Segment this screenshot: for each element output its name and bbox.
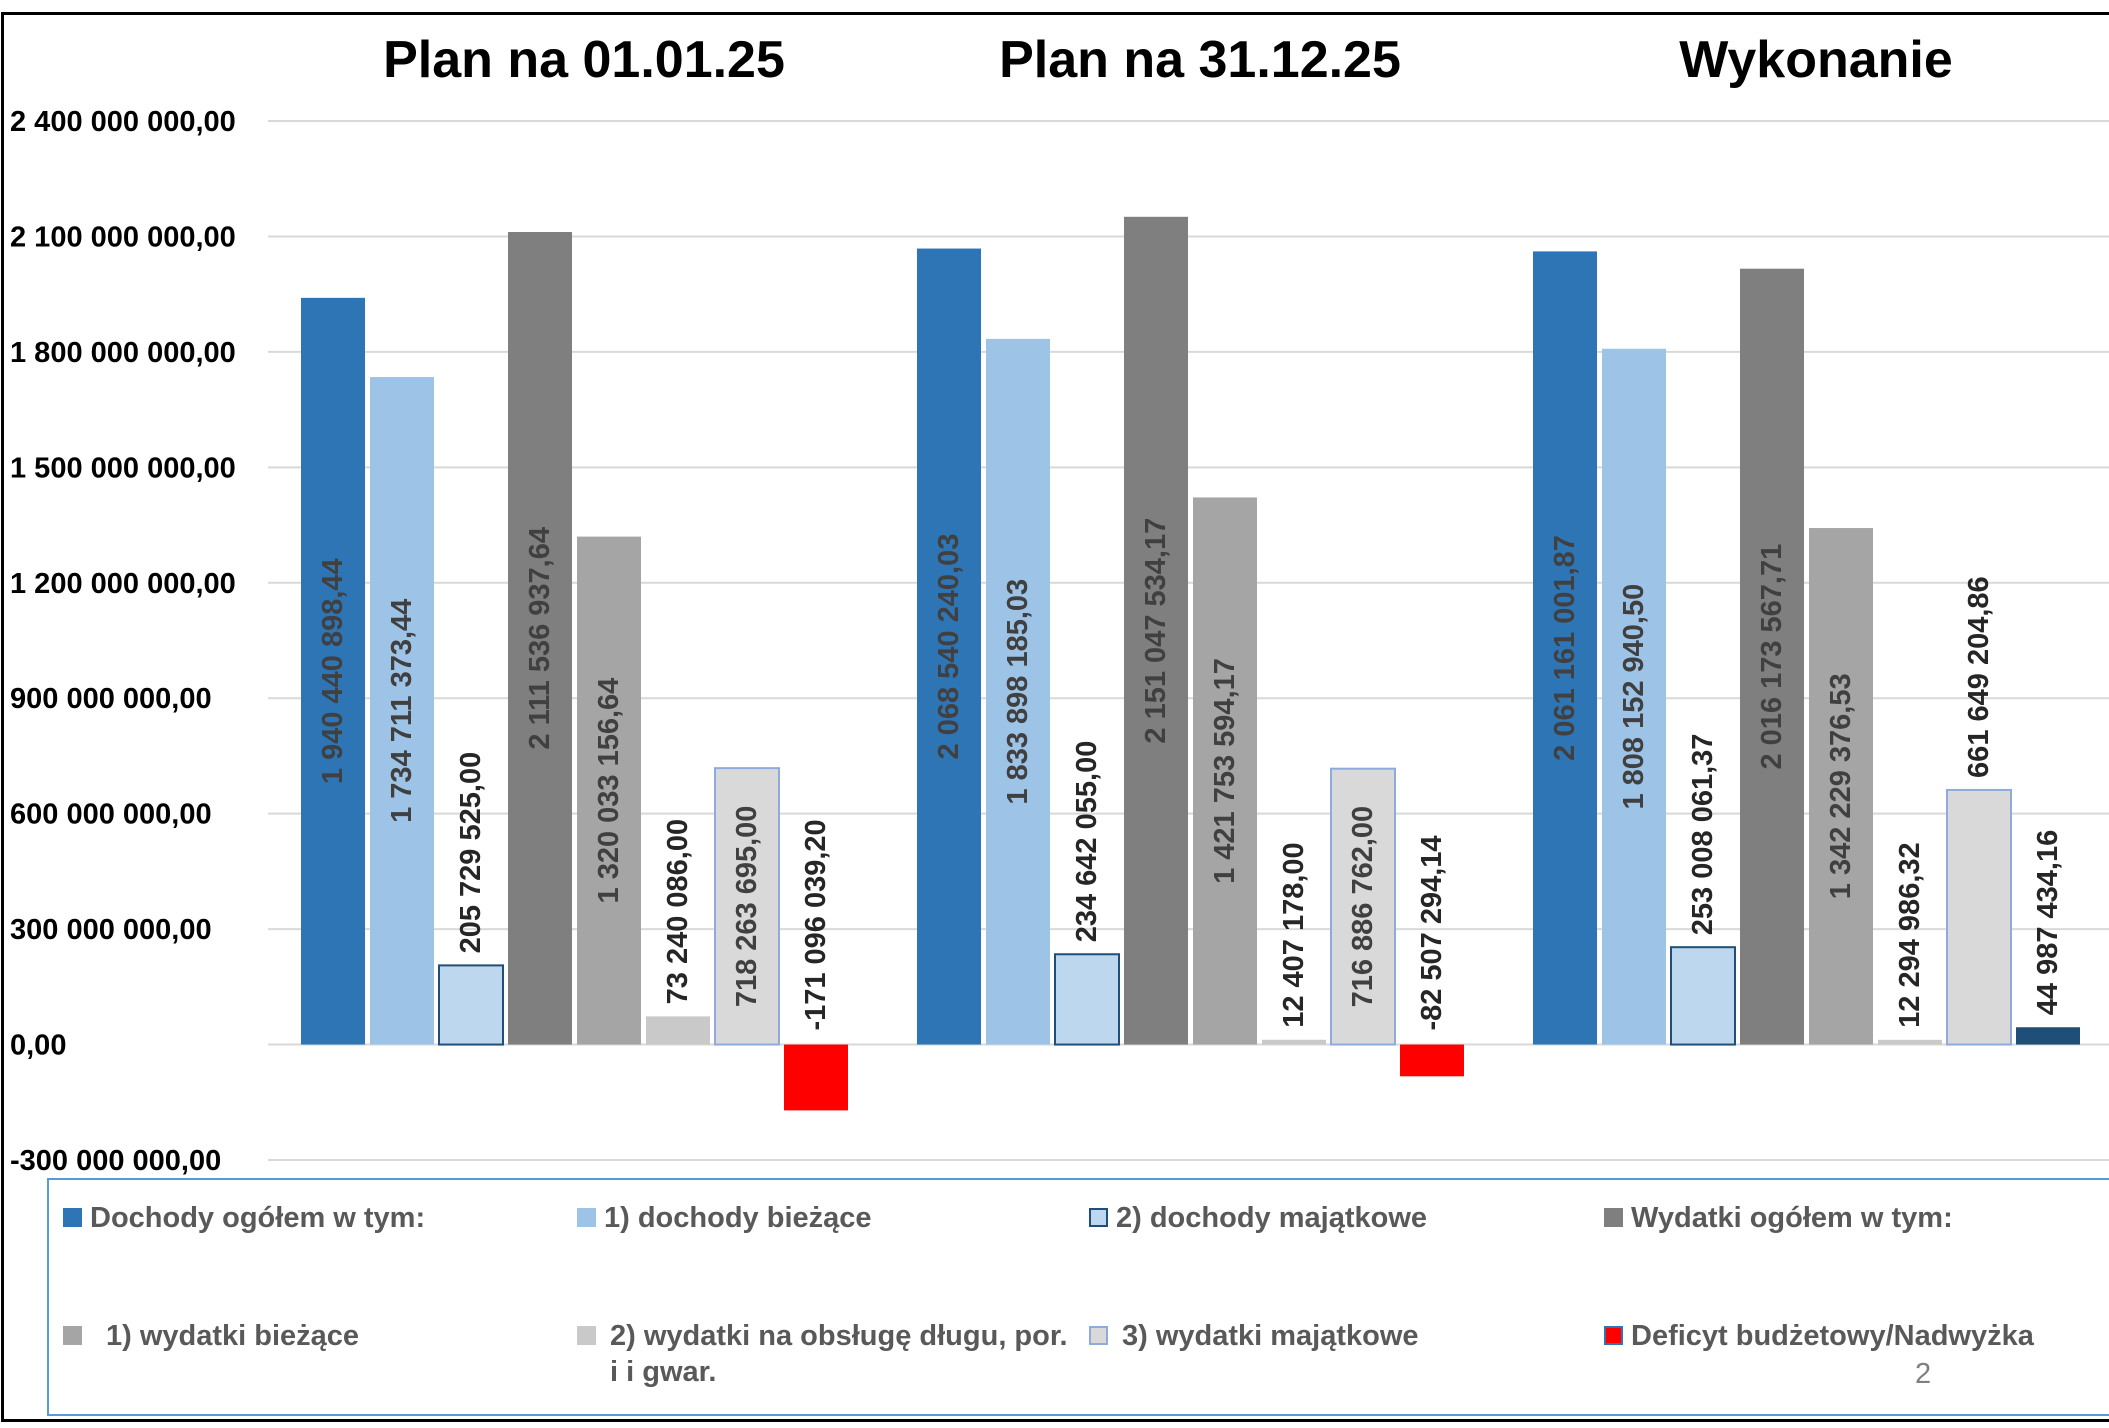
category-title: Plan na 31.12.25 [999,31,1401,89]
legend-swatch [1604,1326,1623,1345]
bar [714,767,780,1046]
category-title: Plan na 01.01.25 [383,31,785,89]
y-tick-label: 1 800 000 000,00 [10,337,236,369]
bar [646,1016,710,1045]
category-title: Wykonanie [1679,31,1953,89]
legend-label: 3) wydatki majątkowe [1122,1320,1419,1352]
bar [577,536,641,1045]
bar [1054,953,1120,1046]
legend-label: Deficyt budżetowy/Nadwyżka [1631,1320,2034,1352]
data-label: 2 061 161 001,87 [1549,535,1581,761]
data-label: 1 808 152 940,50 [1618,584,1650,810]
bar [1740,268,1804,1045]
legend-item: 2) wydatki na obsługę długu, por. i i gw… [577,1318,1127,1390]
data-label: 716 886 762,00 [1347,806,1379,1008]
data-label: 12 294 986,32 [1894,842,1926,1027]
data-label: -171 096 039,20 [800,819,832,1030]
legend-swatch [1604,1208,1623,1227]
data-label: 73 240 086,00 [662,819,694,1004]
bar [370,377,434,1045]
data-label: 2 016 173 567,71 [1756,544,1788,770]
y-tick-label: 2 100 000 000,00 [10,221,236,253]
bar [1809,528,1873,1045]
legend-swatch [577,1208,596,1227]
data-label: 2 068 540 240,03 [933,534,965,760]
legend-label: Dochody ogółem w tym: [90,1202,426,1234]
bar [1400,1044,1464,1077]
legend-label: Wydatki ogółem w tym: [1631,1202,1953,1234]
legend-item: 3) wydatki majątkowe [1089,1318,1589,1354]
data-label: 2 111 536 937,64 [524,527,556,750]
data-label: 1 734 711 373,44 [386,599,418,823]
data-label: 1 940 440 898,44 [317,558,349,784]
page-number: 2 [1915,1358,1932,1390]
legend-item: 1) wydatki bieżące [63,1318,563,1354]
y-tick-label: 1 200 000 000,00 [10,568,236,600]
data-label: 1 320 033 156,64 [593,678,625,904]
legend-item: Dochody ogółem w tym: [63,1200,563,1236]
legend-label: 1) dochody bieżące [604,1202,872,1234]
legend-item: Deficyt budżetowy/Nadwyżka [1604,1318,2104,1354]
bar [301,297,365,1045]
legend-item: 2) dochody majątkowe [1089,1200,1589,1236]
data-label: 1 833 898 185,03 [1002,579,1034,805]
data-label: 234 642 055,00 [1071,741,1103,943]
data-label: 1 421 753 594,17 [1209,658,1241,884]
y-tick-label: 1 500 000 000,00 [10,452,236,484]
bar [1193,497,1257,1045]
bar [1878,1039,1942,1045]
bar [784,1044,848,1111]
bar [986,338,1050,1045]
legend-label: 2) wydatki na obsługę długu, por. i i gw… [610,1320,1068,1388]
data-label: 12 407 178,00 [1278,842,1310,1027]
bar [1946,788,2012,1046]
data-label: 2 151 047 534,17 [1140,518,1172,744]
legend-label: 2) dochody majątkowe [1116,1202,1428,1234]
bar [1262,1039,1326,1045]
data-label: 44 987 434,16 [2032,830,2064,1015]
legend-label: 1) wydatki bieżące [106,1320,360,1352]
bar [917,248,981,1045]
y-tick-label: 600 000 000,00 [10,799,212,831]
data-label: 718 263 695,00 [731,806,763,1008]
bar [1602,348,1666,1045]
legend-swatch [1089,1326,1108,1345]
chart-legend: Dochody ogółem w tym: 1) dochody bieżące… [47,1178,2109,1416]
bar [508,232,572,1045]
chart-frame [1,12,2109,1422]
data-label: -82 507 294,14 [1416,835,1448,1030]
bar [1670,946,1736,1046]
data-label: 253 008 061,37 [1687,734,1719,936]
bar [2016,1027,2080,1045]
y-tick-label: 0,00 [10,1030,66,1062]
chart-plot: 2 400 000 000,00 2 100 000 000,00 1 800 00… [10,31,2109,1177]
y-tick-label: 300 000 000,00 [10,914,212,946]
bar [1533,251,1597,1045]
y-tick-label: 2 400 000 000,00 [10,106,236,138]
data-label: 1 342 229 376,53 [1825,673,1857,899]
data-label: 661 649 204,86 [1963,576,1995,778]
legend-swatch [63,1326,82,1345]
data-label: 205 729 525,00 [455,752,487,954]
y-tick-label: -300 000 000,00 [10,1145,221,1177]
legend-swatch [63,1208,82,1227]
legend-item: Wydatki ogółem w tym: [1604,1200,2104,1236]
legend-swatch [1089,1208,1108,1227]
legend-swatch [577,1326,596,1345]
bar [1124,216,1188,1045]
bar [1330,767,1396,1046]
y-tick-label: 900 000 000,00 [10,683,212,715]
legend-item: 1) dochody bieżące [577,1200,1077,1236]
bar [438,964,504,1046]
